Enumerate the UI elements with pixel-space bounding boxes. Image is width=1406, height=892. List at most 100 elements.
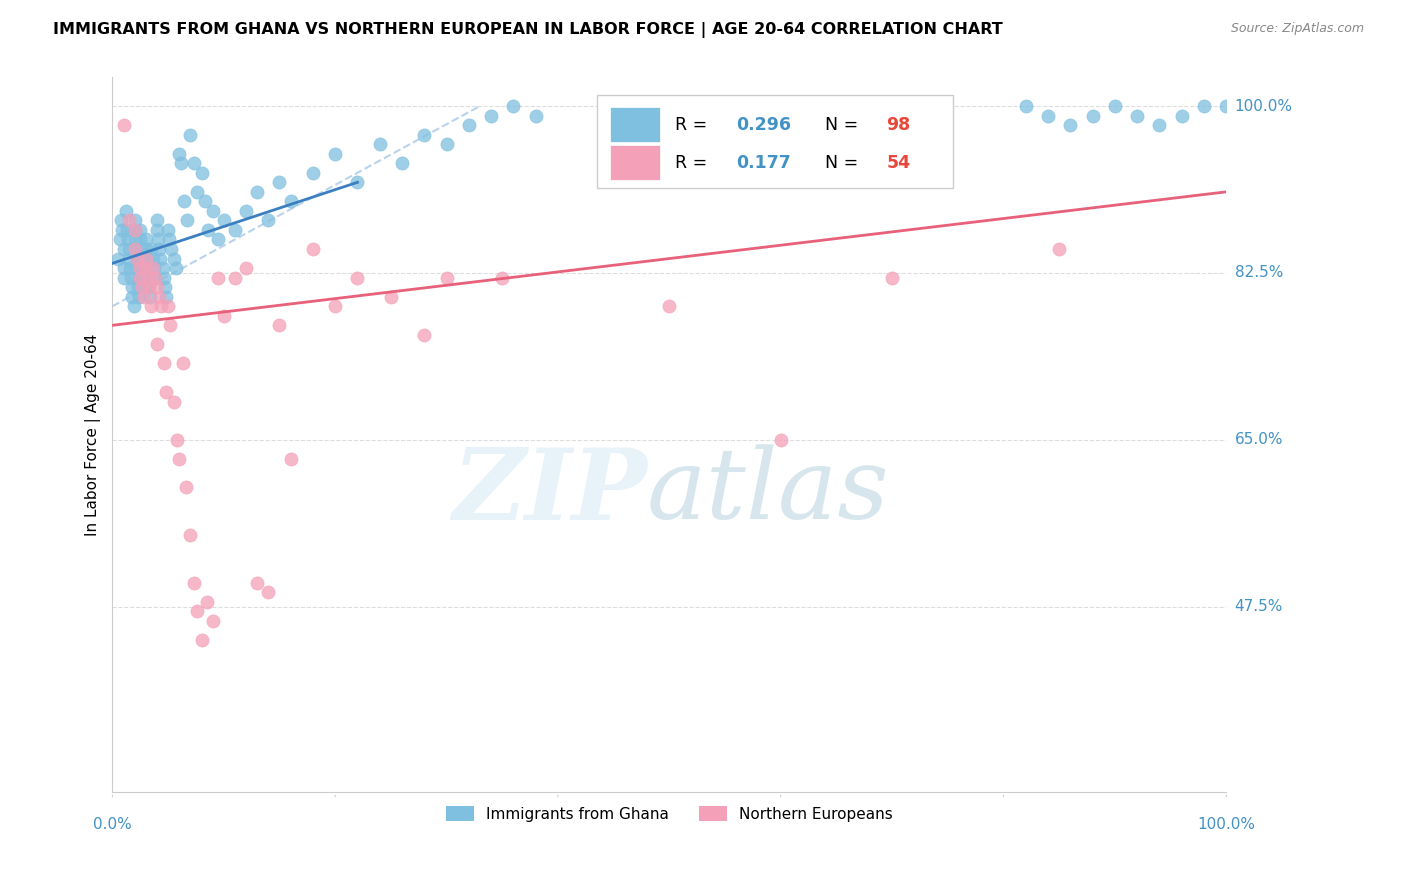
Point (117, 232, 139, 246)
Point (124, 242, 146, 256)
Point (146, 337, 169, 351)
Point (207, 270, 229, 285)
Text: IMMIGRANTS FROM GHANA VS NORTHERN EUROPEAN IN LABOR FORCE | AGE 20-64 CORRELATIO: IMMIGRANTS FROM GHANA VS NORTHERN EUROPE… (53, 22, 1002, 38)
Point (149, 252, 172, 266)
Point (212, 213, 235, 227)
Point (280, 451, 302, 466)
Point (1081, 109, 1104, 123)
Point (110, 213, 132, 227)
Point (157, 232, 180, 246)
Point (167, 451, 190, 466)
Point (197, 223, 219, 237)
Point (186, 604, 208, 618)
Point (880, 270, 903, 285)
Text: 0.0%: 0.0% (93, 817, 132, 832)
Point (141, 252, 163, 266)
Point (131, 261, 153, 276)
Point (491, 270, 513, 285)
Point (658, 299, 681, 313)
Point (201, 203, 224, 218)
Text: ZIP: ZIP (453, 444, 647, 541)
Point (124, 223, 146, 237)
Text: N =: N = (825, 153, 865, 171)
Point (346, 175, 368, 189)
Point (134, 280, 156, 294)
Text: N =: N = (825, 116, 865, 134)
Point (127, 280, 149, 294)
Point (125, 252, 148, 266)
Point (380, 290, 402, 304)
Point (141, 242, 163, 256)
Point (194, 194, 217, 209)
Point (120, 270, 142, 285)
Point (183, 575, 205, 590)
Point (129, 270, 152, 285)
Point (152, 356, 174, 370)
Point (143, 270, 166, 285)
Point (129, 232, 152, 246)
Point (246, 185, 269, 199)
Point (131, 280, 153, 294)
Point (1015, 99, 1038, 113)
Point (1126, 109, 1149, 123)
Point (246, 575, 269, 590)
Point (165, 261, 187, 276)
Point (146, 280, 169, 294)
Point (146, 223, 169, 237)
Point (125, 242, 148, 256)
Point (121, 280, 143, 294)
Point (139, 290, 162, 304)
Point (179, 528, 201, 542)
Point (125, 261, 148, 276)
Point (132, 270, 155, 285)
Point (1036, 109, 1059, 123)
Point (148, 290, 170, 304)
Text: 0.296: 0.296 (737, 116, 792, 134)
Point (173, 194, 195, 209)
Point (224, 223, 246, 237)
Point (143, 270, 166, 285)
Point (167, 146, 190, 161)
Point (413, 327, 436, 342)
Point (1192, 99, 1215, 113)
Text: 54: 54 (887, 153, 911, 171)
Point (186, 185, 208, 199)
Point (159, 318, 181, 333)
Text: atlas: atlas (647, 444, 890, 540)
Point (207, 232, 229, 246)
Point (118, 242, 141, 256)
Legend: Immigrants from Ghana, Northern Europeans: Immigrants from Ghana, Northern European… (440, 799, 898, 828)
Point (138, 280, 160, 294)
Point (212, 309, 235, 323)
Point (391, 156, 413, 170)
Point (112, 242, 135, 256)
Point (124, 223, 146, 237)
Point (280, 194, 302, 209)
Point (323, 146, 346, 161)
Point (146, 232, 169, 246)
Point (155, 384, 177, 399)
Text: 65.0%: 65.0% (1234, 433, 1284, 447)
Point (1170, 109, 1192, 123)
Point (114, 203, 136, 218)
Point (152, 261, 174, 276)
Point (135, 252, 157, 266)
FancyBboxPatch shape (598, 95, 953, 188)
Point (142, 261, 165, 276)
Point (224, 270, 246, 285)
Point (1149, 118, 1171, 132)
Point (138, 280, 160, 294)
Point (125, 252, 148, 266)
Point (170, 156, 193, 170)
Bar (610, 145, 661, 179)
Point (302, 242, 325, 256)
Point (138, 270, 160, 285)
Point (135, 242, 157, 256)
Point (479, 109, 502, 123)
Point (122, 299, 145, 313)
Point (146, 213, 169, 227)
Point (195, 595, 218, 609)
Point (524, 109, 547, 123)
Point (1059, 118, 1081, 132)
Point (136, 252, 159, 266)
